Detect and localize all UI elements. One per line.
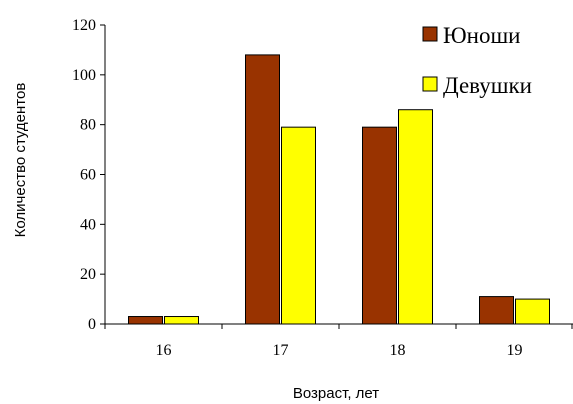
bars: [128, 54, 550, 325]
bar-series-2-17: [281, 126, 316, 325]
y-axis-title: Количество студентов: [12, 83, 29, 238]
bar-series-1-16: [128, 316, 163, 325]
x-tick-label: 16: [156, 342, 172, 359]
legend-label: Юноши: [443, 23, 520, 48]
x-tick-label: 18: [390, 342, 406, 359]
bar-series-1-18: [362, 126, 397, 325]
x-axis: 16 17 18 19: [104, 323, 573, 359]
y-tick-label: 40: [80, 216, 96, 233]
bar-series-2-18: [398, 109, 433, 325]
legend-swatch: [422, 26, 438, 42]
y-tick-label: 120: [72, 17, 96, 34]
y-tick-label: 0: [88, 316, 96, 333]
bar-series-2-16: [164, 316, 199, 325]
x-tick-label: 17: [273, 342, 289, 359]
x-axis-title: Возраст, лет: [293, 385, 379, 402]
bar-series-1-17: [245, 54, 280, 325]
x-tick-label: 19: [507, 342, 523, 359]
y-tick-label: 20: [80, 266, 96, 283]
legend-swatch: [422, 76, 438, 92]
bar-series-1-19: [479, 296, 514, 325]
y-axis: 0 20 40 60 80 100 120: [72, 17, 106, 333]
y-tick-label: 80: [80, 117, 96, 134]
legend-label: Девушки: [443, 73, 532, 98]
y-tick-label: 60: [80, 167, 96, 184]
bar-series-2-19: [515, 298, 550, 325]
y-tick-label: 100: [72, 67, 96, 84]
legend: Юноши Девушки: [422, 23, 532, 98]
